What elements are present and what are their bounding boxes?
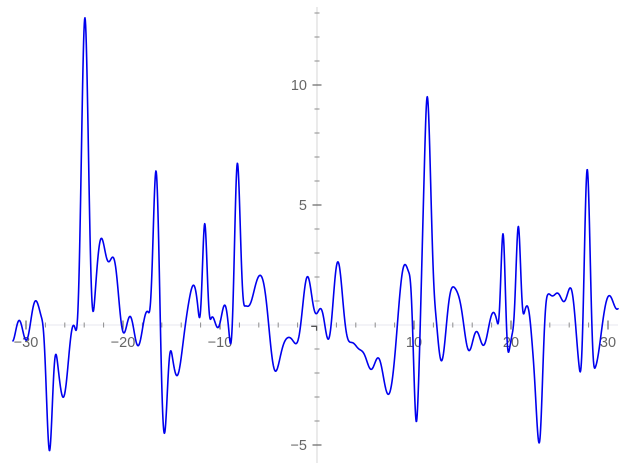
svg-text:−10: −10 (208, 335, 233, 351)
svg-text:10: 10 (291, 78, 307, 94)
svg-text:−20: −20 (111, 335, 136, 351)
svg-text:−5: −5 (290, 438, 307, 454)
svg-text:30: 30 (600, 335, 616, 351)
svg-text:5: 5 (299, 198, 307, 214)
svg-text:−30: −30 (14, 335, 39, 351)
